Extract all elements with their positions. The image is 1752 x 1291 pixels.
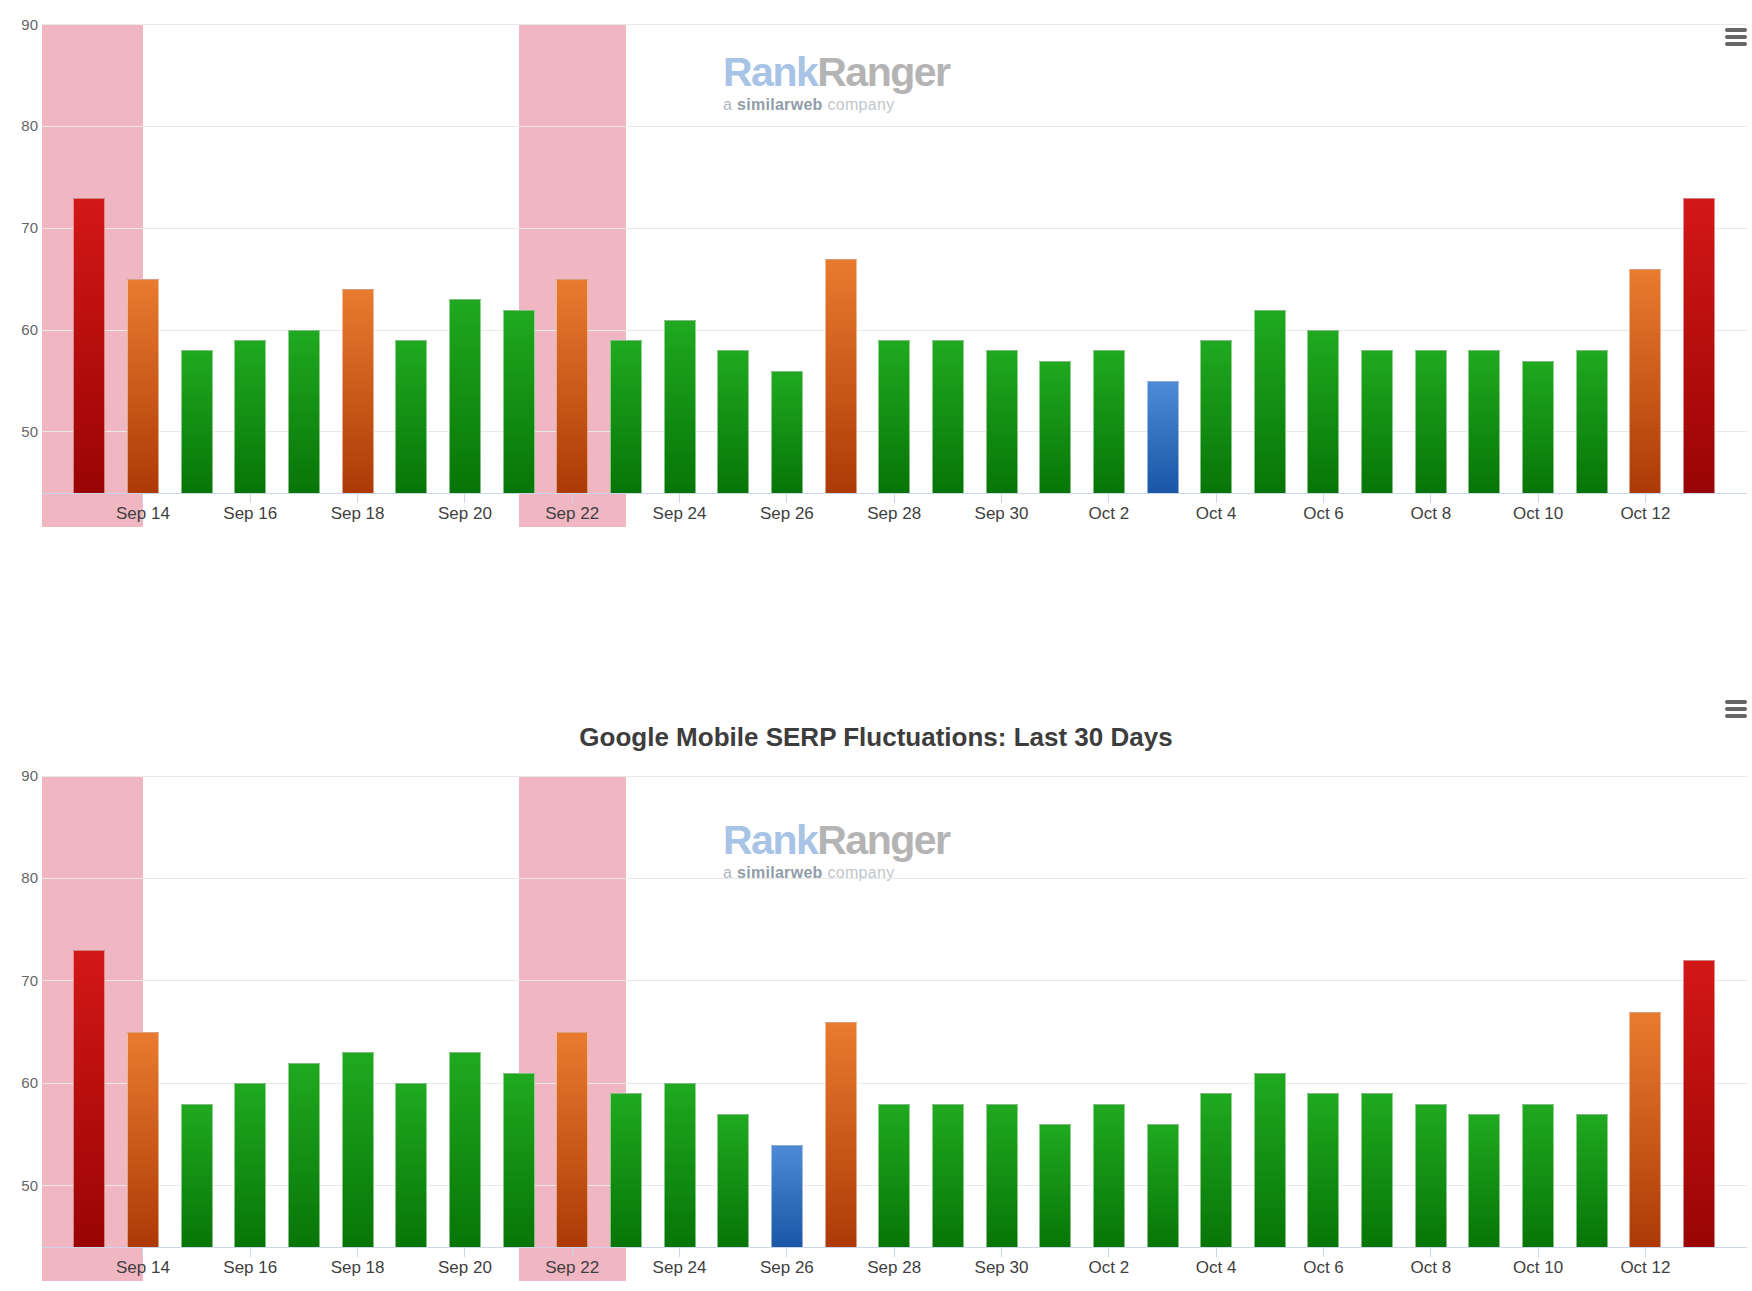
y-axis-label: 50 (0, 1177, 38, 1195)
bar-sep-24[interactable] (664, 1083, 696, 1247)
bar-sep-28[interactable] (878, 1104, 910, 1247)
x-axis-tick (1538, 1247, 1539, 1257)
y-axis-label: 60 (0, 1074, 38, 1092)
bar-oct-2[interactable] (1093, 1104, 1125, 1247)
x-axis-label: Sep 20 (410, 1258, 520, 1278)
bar-oct-9[interactable] (1468, 1114, 1500, 1247)
bar-sep-18[interactable] (342, 1052, 374, 1247)
x-axis-label: Sep 28 (839, 1258, 949, 1278)
x-axis-label: Sep 18 (303, 1258, 413, 1278)
rankranger-logo: RankRanger a similarweb company (723, 820, 950, 882)
x-axis-tick (1001, 1247, 1002, 1257)
similarweb-tagline: a similarweb company (723, 864, 950, 882)
logo-rank-text: Rank (723, 817, 817, 863)
x-axis-label: Sep 14 (88, 1258, 198, 1278)
bar-sep-13[interactable] (73, 950, 105, 1247)
y-axis-label: 70 (0, 972, 38, 990)
bar-oct-10[interactable] (1522, 1104, 1554, 1247)
bar-sep-17[interactable] (288, 1063, 320, 1247)
x-axis-tick (1216, 1247, 1217, 1257)
x-axis-tick (142, 1247, 143, 1257)
bar-oct-3[interactable] (1147, 1124, 1179, 1247)
gridline (42, 980, 1747, 981)
bar-sep-23[interactable] (610, 1093, 642, 1247)
bar-oct-7[interactable] (1361, 1093, 1393, 1247)
x-axis-label: Sep 22 (517, 1258, 627, 1278)
x-axis-tick (1323, 1247, 1324, 1257)
google-serp-fluctuations-chart-mobile: Google Mobile SERP Fluctuations: Last 30… (0, 0, 1752, 1291)
bar-oct-6[interactable] (1307, 1093, 1339, 1247)
chart-title: Google Mobile SERP Fluctuations: Last 30… (0, 722, 1752, 753)
x-axis-label: Oct 2 (1054, 1258, 1164, 1278)
bar-sep-26[interactable] (771, 1145, 803, 1247)
x-axis-label: Oct 12 (1590, 1258, 1700, 1278)
bar-oct-8[interactable] (1415, 1104, 1447, 1247)
bar-sep-25[interactable] (717, 1114, 749, 1247)
bar-sep-14[interactable] (127, 1032, 159, 1247)
bar-oct-1[interactable] (1039, 1124, 1071, 1247)
x-axis-tick (250, 1247, 251, 1257)
bar-sep-30[interactable] (986, 1104, 1018, 1247)
rankranger-logo-text: RankRanger (723, 820, 950, 861)
x-axis-tick (1430, 1247, 1431, 1257)
bar-sep-22[interactable] (556, 1032, 588, 1247)
logo-ranger-text: Ranger (817, 817, 949, 863)
x-axis-tick (357, 1247, 358, 1257)
y-axis-label: 90 (0, 767, 38, 785)
x-axis-tick (679, 1247, 680, 1257)
bar-sep-27[interactable] (825, 1022, 857, 1247)
x-axis-label: Oct 6 (1268, 1258, 1378, 1278)
x-axis-label: Oct 8 (1376, 1258, 1486, 1278)
bar-oct-11[interactable] (1576, 1114, 1608, 1247)
y-axis-label: 80 (0, 869, 38, 887)
bar-sep-15[interactable] (181, 1104, 213, 1247)
bar-sep-19[interactable] (395, 1083, 427, 1247)
bar-sep-16[interactable] (234, 1083, 266, 1247)
bar-oct-5[interactable] (1254, 1073, 1286, 1247)
x-axis-tick (894, 1247, 895, 1257)
bar-oct-13[interactable] (1683, 960, 1715, 1247)
bar-sep-21[interactable] (503, 1073, 535, 1247)
bar-oct-12[interactable] (1629, 1012, 1661, 1248)
x-axis-label: Sep 30 (947, 1258, 1057, 1278)
x-axis-tick (1108, 1247, 1109, 1257)
bar-sep-20[interactable] (449, 1052, 481, 1247)
x-axis-label: Sep 24 (625, 1258, 735, 1278)
bar-oct-4[interactable] (1200, 1093, 1232, 1247)
x-axis-label: Sep 16 (195, 1258, 305, 1278)
bar-sep-29[interactable] (932, 1104, 964, 1247)
x-axis-label: Oct 4 (1161, 1258, 1271, 1278)
x-axis-tick (464, 1247, 465, 1257)
x-axis-tick (572, 1247, 573, 1257)
gridline (42, 776, 1747, 777)
x-axis-label: Sep 26 (732, 1258, 842, 1278)
x-axis-tick (786, 1247, 787, 1257)
x-axis-tick (1645, 1247, 1646, 1257)
gridline (42, 878, 1747, 879)
serp-fluctuations-page: RankRanger a similarweb company 90 80 70 60… (0, 0, 1752, 1291)
hamburger-menu-icon[interactable] (1725, 700, 1747, 718)
x-axis-label: Oct 10 (1483, 1258, 1593, 1278)
